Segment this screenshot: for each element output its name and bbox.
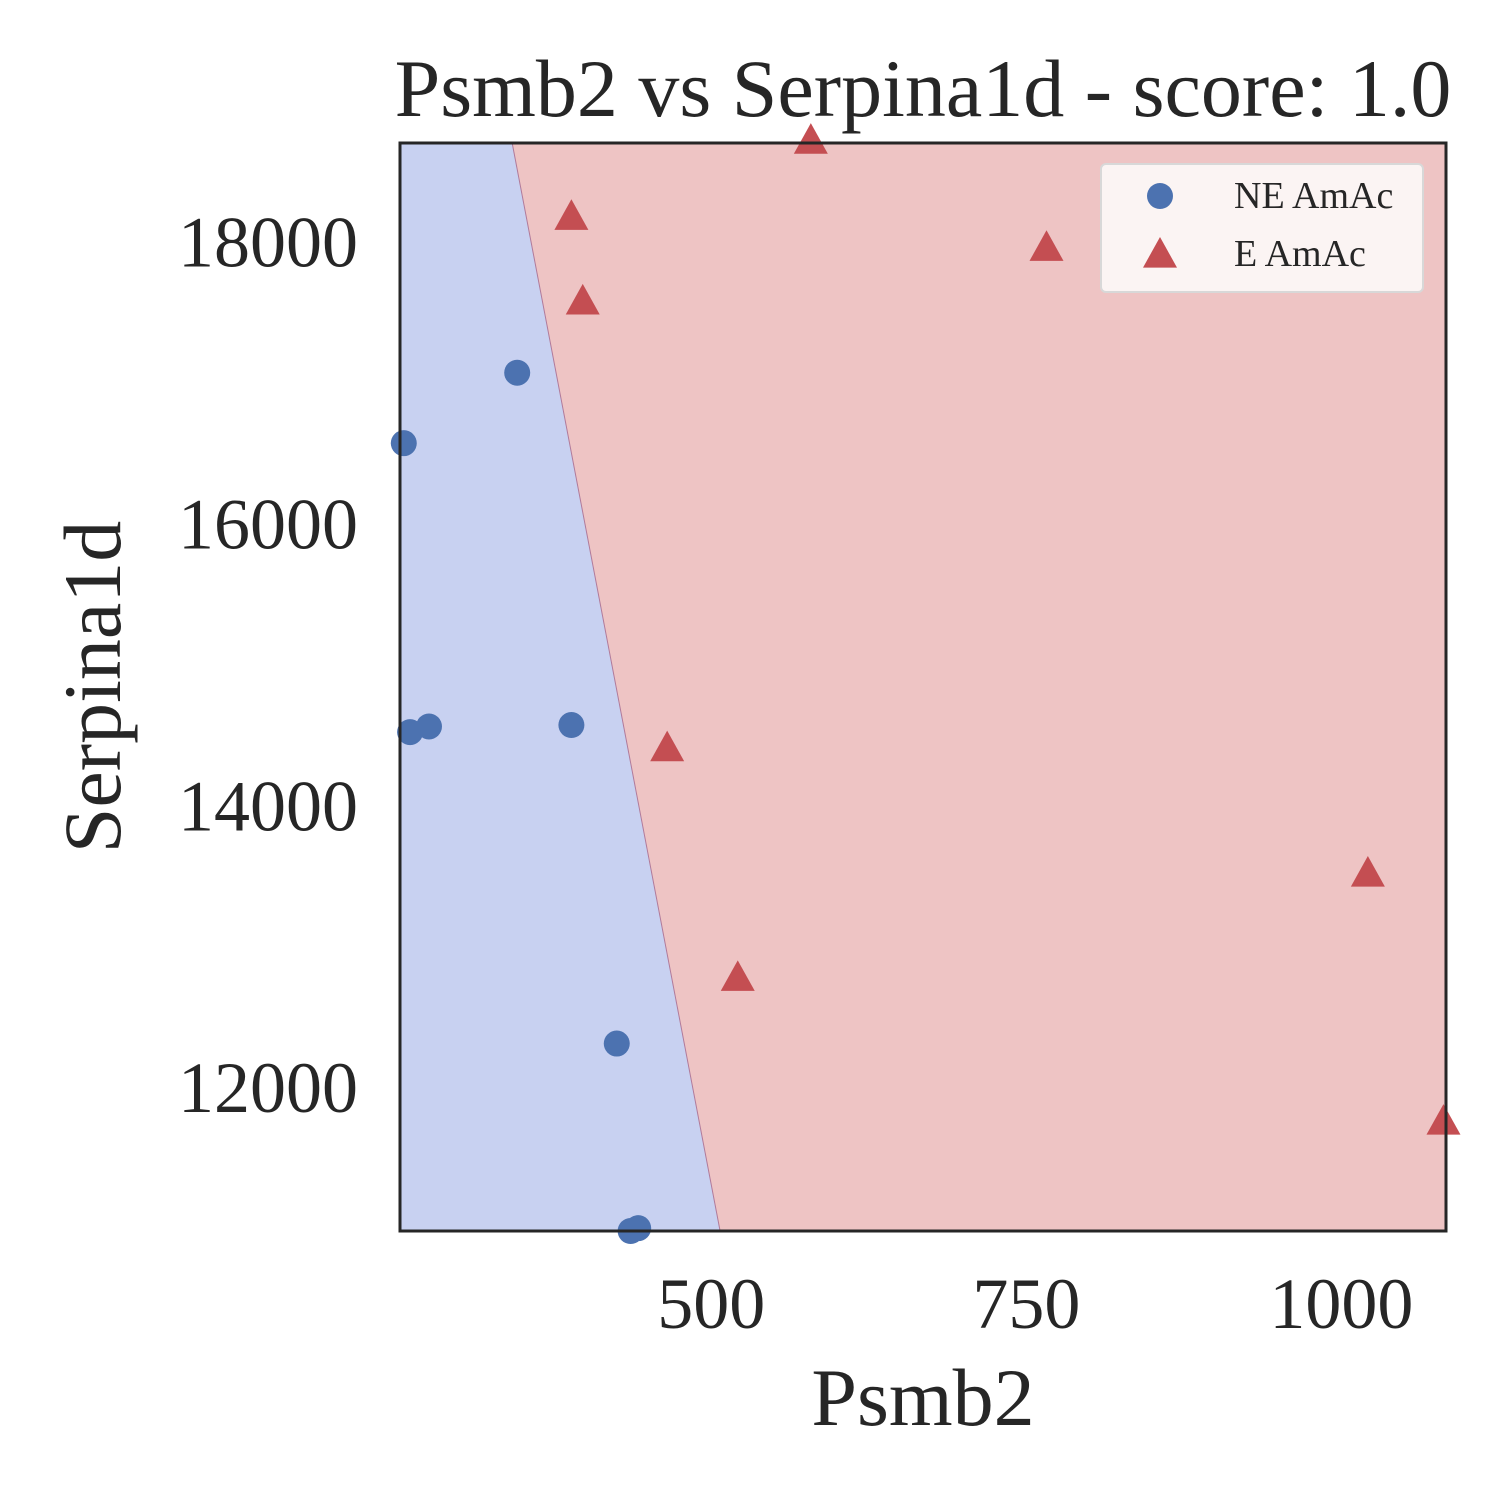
y-axis: 12000 14000 16000 18000: [178, 203, 358, 1129]
series-2: [554, 123, 1461, 1135]
y-axis-label: Serpina1d: [47, 521, 138, 853]
data-point: [720, 960, 755, 991]
legend-marker: [1147, 183, 1173, 209]
data-point: [603, 1030, 630, 1057]
x-tick-label: 750: [972, 1264, 1080, 1344]
data-points: [390, 123, 1461, 1244]
x-axis-label: Psmb2: [811, 1352, 1034, 1443]
data-point: [558, 712, 585, 739]
y-tick-label: 18000: [178, 203, 358, 283]
data-point: [793, 123, 828, 154]
legend-marker: [1143, 237, 1177, 268]
chart-title: Psmb2 vs Serpina1d - score: 1.0: [395, 43, 1452, 134]
data-point: [390, 430, 417, 457]
left-region: [400, 143, 721, 1231]
series-1: [390, 359, 652, 1244]
legend: NE AmAc E AmAc: [1100, 163, 1424, 293]
x-tick-label: 500: [657, 1264, 765, 1344]
data-point: [554, 199, 589, 230]
data-point: [625, 1215, 652, 1242]
legend-box: [1100, 163, 1424, 293]
legend-label: NE AmAc: [1234, 175, 1393, 217]
y-tick-label: 16000: [178, 485, 358, 565]
legend-label: E AmAc: [1234, 233, 1366, 275]
data-point: [504, 359, 531, 386]
x-axis: 500 750 1000: [657, 1264, 1413, 1344]
y-tick-label: 12000: [178, 1048, 358, 1128]
data-point: [1350, 856, 1385, 887]
data-point: [650, 730, 685, 762]
y-tick-label: 14000: [178, 766, 358, 846]
plot-frame: [398, 141, 1448, 1233]
x-tick-label: 1000: [1269, 1264, 1413, 1344]
data-point: [415, 713, 442, 740]
data-point: [1426, 1104, 1461, 1135]
data-point: [565, 283, 600, 315]
decision-boundary-line: [511, 143, 721, 1231]
data-point: [1029, 230, 1064, 261]
decision-regions: [400, 143, 1446, 1231]
